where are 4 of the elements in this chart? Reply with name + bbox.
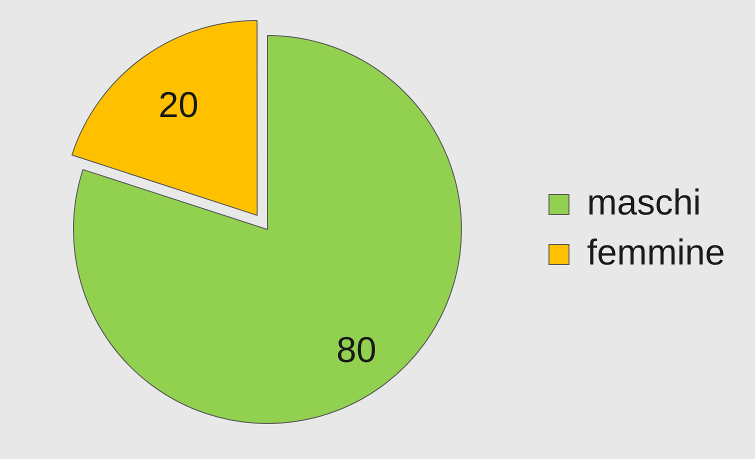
- data-label: 20: [158, 84, 199, 125]
- data-label: 80: [336, 328, 376, 370]
- legend-label: maschi: [586, 181, 701, 222]
- legend-label: femmine: [586, 231, 726, 272]
